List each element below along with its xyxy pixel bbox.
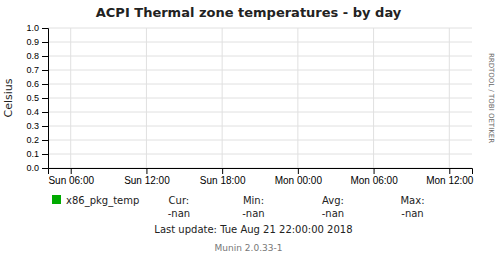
y-tick-mark [42, 98, 48, 99]
y-tick-mark [42, 140, 48, 141]
stat-text: Avg: [322, 195, 344, 206]
legend: x86_pkg_temp [52, 195, 139, 207]
y-tick-label: 0.4 [26, 107, 39, 117]
grid-line [222, 28, 223, 168]
stat-text: Max: [400, 195, 424, 206]
grid-line [48, 112, 472, 113]
y-axis: 0.0 0.1 0.2 0.3 0.4 0.5 0.6 0.7 0.8 0.9 1.0 [26, 23, 48, 173]
y-tick: 0.7 [26, 65, 48, 75]
x-tick: Sun 06:00 [48, 168, 94, 186]
last-update: Last update: Tue Aug 21 22:00:00 2018 [154, 224, 352, 235]
watermark: RRDTOOL / TOBI OETIKER [487, 53, 495, 143]
y-tick-mark [42, 112, 48, 113]
y-axis-line [42, 29, 49, 169]
grid-line [48, 42, 472, 43]
y-tick: 0.2 [26, 135, 48, 145]
x-tick-label: Mon 12:00 [426, 175, 474, 186]
grid-line [48, 140, 472, 141]
stat-text: -nan [168, 208, 190, 219]
y-tick-label: 0.2 [26, 135, 39, 145]
x-tick-label: Mon 00:00 [275, 175, 323, 186]
x-tick-mark [449, 168, 450, 174]
y-tick-mark [42, 168, 48, 169]
grid-line [48, 84, 472, 85]
grid-line [70, 28, 71, 168]
grid-line [48, 56, 472, 57]
y-tick-mark [42, 28, 48, 29]
x-tick: Mon 12:00 [426, 168, 474, 186]
y-tick: 1.0 [26, 23, 48, 33]
grid-line [48, 28, 472, 29]
y-tick: 0.6 [26, 79, 48, 89]
grid-line [297, 28, 298, 168]
legend-label: x86_pkg_temp [66, 195, 139, 207]
version: Munin 2.0.33-1 [215, 243, 283, 253]
grid-line [48, 70, 472, 71]
y-tick: 0.1 [26, 149, 48, 159]
grid-line [48, 98, 472, 99]
x-tick: Sun 18:00 [200, 168, 246, 186]
legend-swatch [52, 195, 61, 204]
y-tick-mark [42, 84, 48, 85]
grid-line [48, 154, 472, 155]
y-tick-label: 0.8 [26, 51, 39, 61]
x-tick-mark [298, 168, 299, 174]
grid-line [48, 126, 472, 127]
y-tick-label: 0.3 [26, 121, 39, 131]
y-tick-mark [42, 70, 48, 71]
x-tick-label: Mon 06:00 [350, 175, 398, 186]
title: ACPI Thermal zone temperatures - by day [96, 5, 402, 20]
y-tick-label: 0.5 [26, 93, 39, 103]
x-tick-label: Sun 12:00 [124, 175, 170, 186]
stat-text: -nan [401, 208, 423, 219]
grid-line [449, 28, 450, 168]
x-axis-line [49, 169, 473, 175]
annotations: Cur: -nan Min: -nan Avg: -nan Max: -nan Last upd… [154, 53, 495, 253]
y-tick-label: 0.1 [26, 149, 39, 159]
x-tick-mark [71, 168, 72, 174]
grid-line [146, 28, 147, 168]
y-tick-label: 0.9 [26, 37, 39, 47]
y-tick-label: 0.7 [26, 65, 39, 75]
x-tick-mark [146, 168, 147, 174]
y-tick: 0.0 [26, 163, 48, 173]
y-tick-label: 0.0 [26, 163, 39, 173]
x-tick-label: Sun 06:00 [48, 175, 94, 186]
grid [48, 28, 472, 168]
x-tick: Sun 12:00 [124, 168, 170, 186]
x-tick: Mon 06:00 [350, 168, 398, 186]
x-tick-mark [222, 168, 223, 174]
stat-text: Min: [243, 195, 264, 206]
y-tick: 0.8 [26, 51, 48, 61]
stat-text: Cur: [169, 195, 190, 206]
y-tick-mark [42, 126, 48, 127]
y-tick-mark [42, 154, 48, 155]
chart: ACPI Thermal zone temperatures - by day S… [0, 0, 497, 280]
x-tick-label: Sun 18:00 [200, 175, 246, 186]
y-tick-label: 0.6 [26, 79, 39, 89]
y-tick: 0.4 [26, 107, 48, 117]
stat-text: -nan [322, 208, 344, 219]
y-tick-label: 1.0 [26, 23, 39, 33]
y-tick-mark [42, 42, 48, 43]
y-tick: 0.3 [26, 121, 48, 131]
x-tick-mark [374, 168, 375, 174]
y-tick: 0.9 [26, 37, 48, 47]
stat-text: -nan [242, 208, 264, 219]
y-tick-mark [42, 56, 48, 57]
x-axis: Sun 06:00 Sun 12:00 Sun 18:00 Mon 00:00 Mon … [48, 168, 473, 186]
plot: Sun 06:00 Sun 12:00 Sun 18:00 Mon 00:00 Mon … [26, 23, 473, 186]
grid-line [373, 28, 374, 168]
x-tick: Mon 00:00 [275, 168, 323, 186]
y-axis-title: Celsius [2, 78, 15, 117]
y-tick: 0.5 [26, 93, 48, 103]
